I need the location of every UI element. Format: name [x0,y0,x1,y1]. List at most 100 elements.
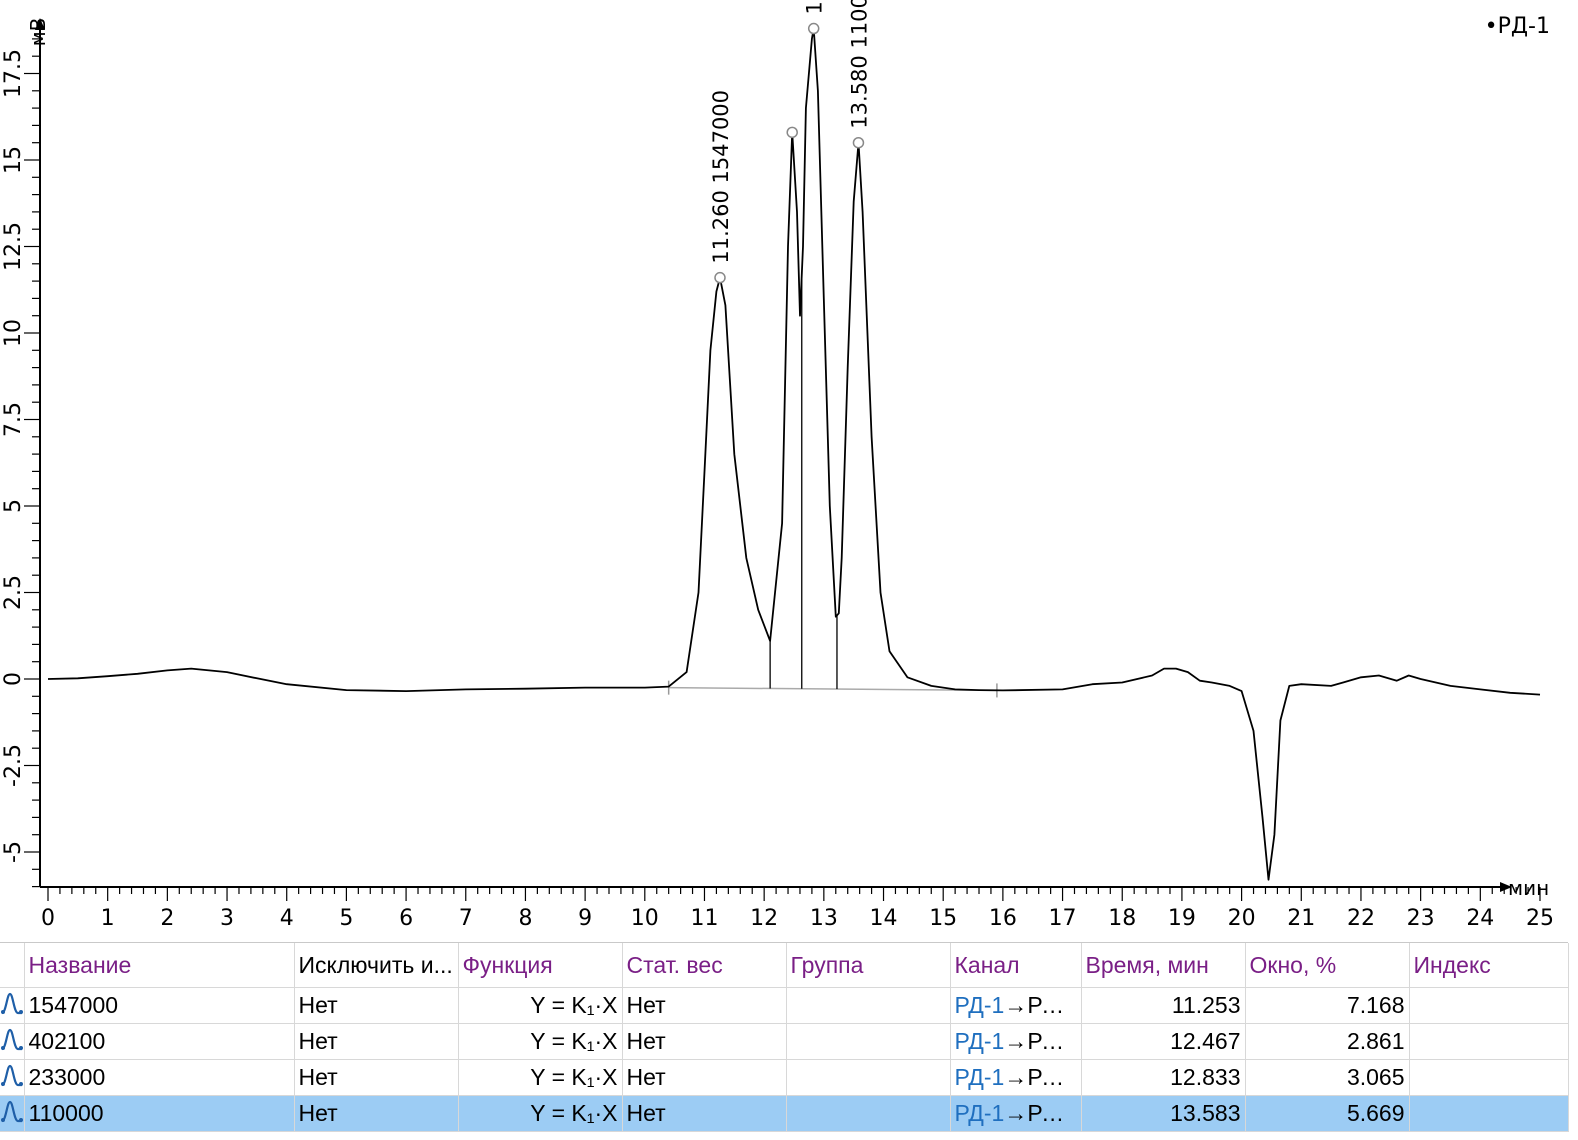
channel-target: РД-1 [1027,1028,1078,1054]
col-header-exclude[interactable]: Исключить и... [294,943,459,988]
signal-trace [47,27,1541,881]
x-tick-label: 21 [1287,906,1315,931]
peak-curve-icon [0,1023,25,1060]
y-tick-label: 0 [1,672,26,686]
cell-weight[interactable]: Нет [622,1095,787,1132]
channel-link[interactable]: РД-1 [954,1028,1005,1054]
y-tick-label: 5 [1,499,26,513]
peak-apex-marker [714,271,726,284]
x-tick-label: 14 [870,906,898,931]
x-tick-label: 20 [1228,906,1256,931]
table-row[interactable]: 233000 Нет Y = K₁·X Нет РД-1→РД-1 12.833… [0,1059,1569,1096]
cell-exclude[interactable]: Нет [294,1023,459,1060]
channel-target: РД-1 [1027,1064,1078,1090]
cell-time[interactable]: 12.833 [1081,1059,1246,1096]
x-tick-label: 11 [690,906,718,931]
cell-name[interactable]: 233000 [24,1059,295,1096]
cell-name[interactable]: 402100 [24,1023,295,1060]
x-tick-label: 0 [41,906,55,931]
y-tick-label: 10 [1,319,26,347]
cell-channel[interactable]: РД-1→РД-1 [950,1095,1082,1132]
cell-time[interactable]: 12.467 [1081,1023,1246,1060]
chromatogram-chart[interactable]: 0 1 2 3 4 5 6 7 8 9 10 11 12 13 14 15 16 17 18 19 20 21 22 23 24… [0,0,1578,940]
channel-link[interactable]: РД-1 [954,992,1005,1018]
chart-svg: 0 1 2 3 4 5 6 7 8 9 10 11 12 13 14 15 16 17 18 19 20 21 22 23 24… [1,0,1554,931]
col-header-weight[interactable]: Стат. вес [622,943,787,988]
cell-index[interactable] [1409,987,1569,1024]
peak-label: 11.260 1547000 [709,90,733,264]
x-tick-label: 24 [1466,906,1494,931]
x-tick-label: 6 [399,906,413,931]
x-tick-label: 16 [989,906,1017,931]
channel-target: РД-1 [1027,1100,1078,1126]
y-tick-label: 2.5 [1,575,26,610]
cell-channel[interactable]: РД-1→РД-1 [950,1023,1082,1060]
cell-exclude[interactable]: Нет [294,987,459,1024]
cell-group[interactable] [786,1023,951,1060]
x-tick-label: 13 [810,906,838,931]
col-header-time[interactable]: Время, мин [1081,943,1246,988]
table-row[interactable]: 402100 Нет Y = K₁·X Нет РД-1→РД-1 12.467… [0,1023,1569,1060]
cell-group[interactable] [786,1059,951,1096]
x-axis-arrow [1500,882,1512,892]
col-header-channel[interactable]: Канал [950,943,1082,988]
chart-legend[interactable]: •РД-1 [1484,14,1550,39]
cell-name[interactable]: 1547000 [24,987,295,1024]
cell-group[interactable] [786,1095,951,1132]
cell-name[interactable]: 110000 [24,1095,295,1132]
cell-exclude[interactable]: Нет [294,1095,459,1132]
col-header-group[interactable]: Группа [786,943,951,988]
peak-label: 12.833 233000 [803,0,827,15]
integration-baseline [668,686,997,692]
table-header-row: Название Исключить и... Функция Стат. ве… [0,943,1569,988]
channel-target: РД-1 [1027,992,1078,1018]
cell-window[interactable]: 3.065 [1245,1059,1410,1096]
x-tick-label: 5 [339,906,353,931]
table-row-selected[interactable]: 110000 Нет Y = K₁·X Нет РД-1→РД-1 13.583… [0,1095,1569,1132]
col-header-index[interactable]: Индекс [1409,943,1569,988]
y-axis-arrow [35,18,45,30]
cell-time[interactable]: 13.583 [1081,1095,1246,1132]
channel-link[interactable]: РД-1 [954,1064,1005,1090]
cell-index[interactable] [1409,1059,1569,1096]
cell-weight[interactable]: Нет [622,1059,787,1096]
cell-time[interactable]: 11.253 [1081,987,1246,1024]
cell-group[interactable] [786,987,951,1024]
cell-window[interactable]: 2.861 [1245,1023,1410,1060]
col-header-function[interactable]: Функция [458,943,623,988]
x-tick-label: 18 [1108,906,1136,931]
peak-curve-icon [0,1059,25,1096]
x-tick-label: 23 [1407,906,1435,931]
peak-apex-marker [807,22,820,35]
x-axis-unit: мин [1508,876,1549,900]
y-tick-label: 17.5 [1,49,26,98]
y-tick-label: -5 [1,841,26,863]
col-header-window[interactable]: Окно, % [1245,943,1410,988]
cell-weight[interactable]: Нет [622,987,787,1024]
y-tick-label: 7.5 [1,402,26,437]
cell-channel[interactable]: РД-1→РД-1 [950,1059,1082,1096]
arrow-icon: → [1004,1064,1028,1090]
table-row[interactable]: 1547000 Нет Y = K₁·X Нет РД-1→РД-1 11.25… [0,987,1569,1024]
cell-function[interactable]: Y = K₁·X [458,1023,623,1060]
x-tick-label: 1 [101,906,115,931]
cell-exclude[interactable]: Нет [294,1059,459,1096]
cell-weight[interactable]: Нет [622,1023,787,1060]
cell-function[interactable]: Y = K₁·X [458,1059,623,1096]
x-tick-label: 22 [1347,906,1375,931]
peak-curve-icon [0,987,25,1024]
x-tick-label: 2 [160,906,174,931]
peaks-table[interactable]: Название Исключить и... Функция Стат. ве… [0,942,1569,1138]
cell-index[interactable] [1409,1023,1569,1060]
cell-function[interactable]: Y = K₁·X [458,1095,623,1132]
channel-link[interactable]: РД-1 [954,1100,1005,1126]
arrow-icon: → [1004,992,1028,1018]
cell-window[interactable]: 5.669 [1245,1095,1410,1132]
cell-index[interactable] [1409,1095,1569,1132]
col-header-name[interactable]: Название [24,943,295,988]
peak-apex-marker [786,126,798,139]
cell-channel[interactable]: РД-1→РД-1 [950,987,1082,1024]
cell-window[interactable]: 7.168 [1245,987,1410,1024]
col-header-icon [0,943,25,988]
cell-function[interactable]: Y = K₁·X [458,987,623,1024]
